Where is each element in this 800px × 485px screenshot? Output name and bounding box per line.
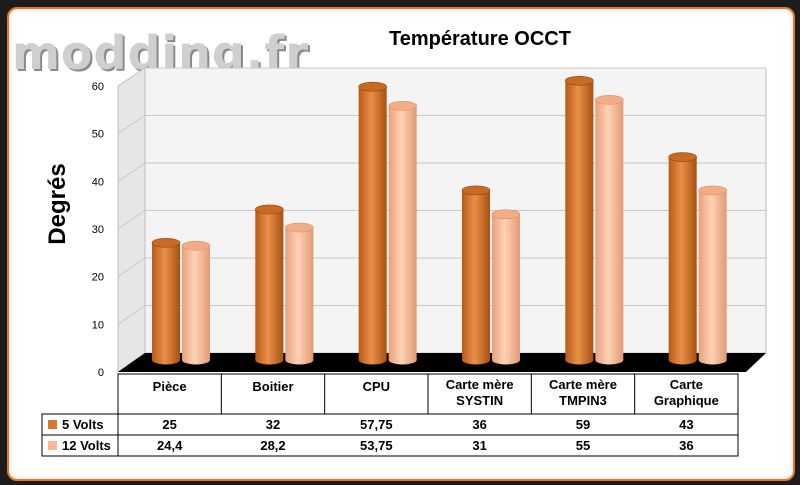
gridline-side [117, 162, 146, 182]
data-label: 53,75 [360, 438, 393, 453]
data-label: 55 [576, 438, 590, 453]
x-category-label: Carte mère SYSTIN [446, 377, 514, 408]
bar-12v [491, 209, 521, 365]
y-tick-label: 40 [92, 176, 104, 188]
y-tick-label: 0 [98, 367, 104, 379]
bar-12v [595, 95, 624, 365]
bar-5v [255, 204, 284, 365]
x-category-label: Boitier [252, 379, 293, 394]
table-series-row [41, 434, 739, 457]
gridline-side [117, 115, 146, 135]
bar-12v [181, 240, 211, 365]
data-label: 28,2 [260, 438, 285, 453]
gridline-side [117, 67, 146, 87]
y-tick-label: 50 [92, 129, 104, 141]
bar-5v [461, 185, 491, 365]
gridline-side [117, 257, 146, 278]
data-label: 36 [679, 438, 693, 453]
legend-swatch [48, 441, 57, 450]
y-tick-label: 10 [92, 319, 104, 331]
bar-5v [565, 75, 594, 365]
bar-12v [698, 185, 727, 365]
data-label: 57,75 [360, 417, 393, 432]
y-tick-label: 60 [92, 81, 104, 93]
x-category-label: Pièce [153, 379, 187, 394]
chart-title: Température OCCT [389, 28, 571, 50]
bar-5v [151, 238, 181, 365]
data-label: 36 [472, 417, 486, 432]
data-label: 31 [472, 438, 486, 453]
legend-series-name: 12 Volts [62, 438, 111, 453]
y-tick-label: 30 [92, 224, 104, 236]
x-category-label: Carte Graphique [654, 377, 719, 408]
bar-12v [388, 100, 417, 365]
x-category-label: CPU [363, 379, 390, 394]
legend-series-name: 5 Volts [62, 417, 104, 432]
data-label: 59 [576, 417, 590, 432]
bar-12v [285, 222, 314, 365]
data-label: 25 [162, 417, 176, 432]
data-label: 43 [679, 417, 693, 432]
bar-5v [358, 81, 387, 365]
gridline-side [117, 305, 146, 325]
data-label: 32 [266, 417, 280, 432]
legend-swatch [48, 420, 57, 429]
y-tick-label: 20 [92, 272, 104, 284]
gridline-side [117, 210, 146, 230]
data-label: 24,4 [157, 438, 183, 453]
bar-5v [668, 152, 697, 365]
x-category-label: Carte mère TMPIN3 [549, 377, 617, 408]
